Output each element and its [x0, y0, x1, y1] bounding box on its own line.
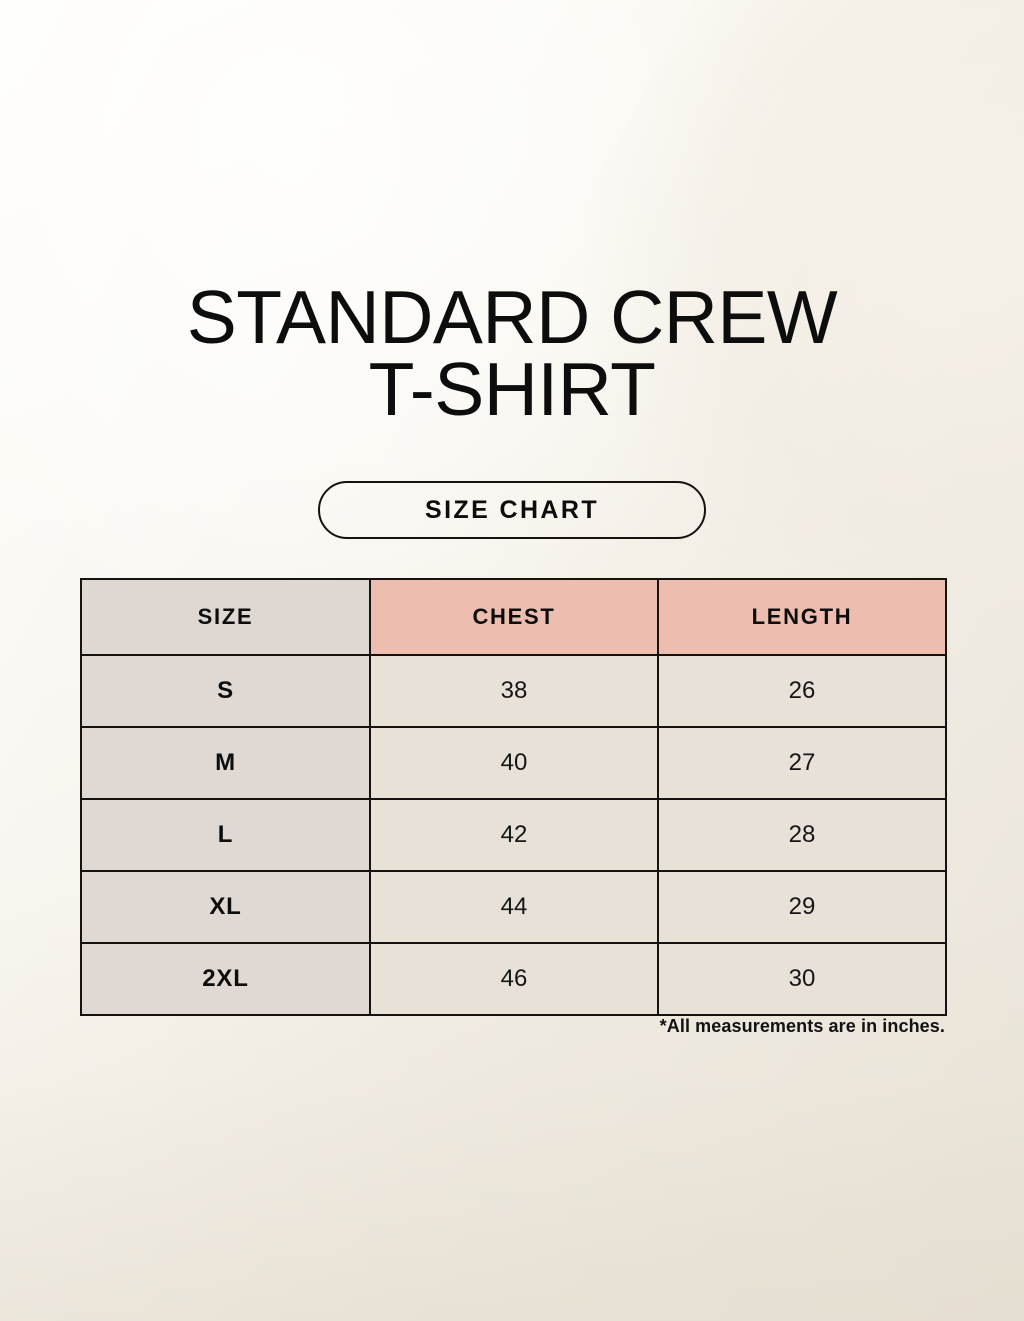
cell-length: 26 [657, 654, 947, 728]
cell-chest: 46 [369, 942, 659, 1016]
size-chart-badge-label: SIZE CHART [425, 495, 599, 524]
table-row: M 40 27 [80, 726, 947, 800]
table-row: XL 44 29 [80, 870, 947, 944]
column-header-length: LENGTH [657, 578, 947, 656]
column-header-chest: CHEST [369, 578, 659, 656]
cell-chest: 40 [369, 726, 659, 800]
table-header: SIZE CHEST LENGTH [80, 578, 947, 656]
table-body: S 38 26 M 40 27 L 42 28 XL 44 29 2XL 46 [80, 654, 947, 1016]
cell-size: XL [80, 870, 371, 944]
cell-chest: 38 [369, 654, 659, 728]
table-row: 2XL 46 30 [80, 942, 947, 1016]
size-chart-table: SIZE CHEST LENGTH S 38 26 M 40 27 L 42 2… [80, 578, 947, 1016]
cell-chest: 42 [369, 798, 659, 872]
table-row: L 42 28 [80, 798, 947, 872]
cell-length: 29 [657, 870, 947, 944]
cell-size: M [80, 726, 371, 800]
measurement-units-note: *All measurements are in inches. [659, 1016, 945, 1036]
page-title-line-2: T-SHIRT [368, 347, 656, 431]
cell-length: 28 [657, 798, 947, 872]
size-chart-badge-container: SIZE CHART [0, 481, 1024, 539]
cell-size: 2XL [80, 942, 371, 1016]
page-title: STANDARD CREW T-SHIRT [0, 275, 1024, 431]
size-chart-badge: SIZE CHART [318, 481, 706, 539]
column-header-size: SIZE [80, 578, 371, 656]
cell-size: S [80, 654, 371, 728]
table-row: S 38 26 [80, 654, 947, 728]
cell-chest: 44 [369, 870, 659, 944]
page-title-line-1: STANDARD CREW [186, 275, 838, 359]
table-header-row: SIZE CHEST LENGTH [80, 578, 947, 656]
cell-length: 30 [657, 942, 947, 1016]
cell-size: L [80, 798, 371, 872]
cell-length: 27 [657, 726, 947, 800]
